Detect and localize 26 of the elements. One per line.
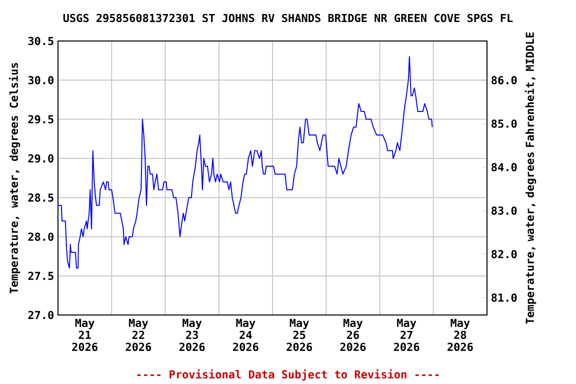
y-tick-label: 27.0: [28, 310, 54, 320]
y2-tick-label: 83.0: [492, 206, 517, 215]
y2-tick-label: 85.0: [492, 119, 517, 128]
y-tick-label: 30.0: [28, 76, 54, 84]
y2-tick-label: 86.0: [492, 76, 517, 84]
x-tick-label: May 28 2026: [448, 318, 473, 352]
x-tick-label: May 22 2026: [126, 318, 152, 352]
x-tick-label: May 23 2026: [179, 318, 205, 352]
x-tick-label: May 24 2026: [233, 318, 258, 352]
y-tick-label: 30.5: [28, 36, 54, 46]
y2-tick-label: 81.0: [492, 293, 517, 302]
x-tick-label: May 27 2026: [394, 318, 420, 352]
y-tick-label: 29.0: [28, 154, 54, 163]
x-tick-label: May 21 2026: [72, 318, 98, 352]
y-tick-label: 27.5: [28, 272, 54, 280]
text: ---- Provisional Data Subject to Revision ----: [137, 369, 439, 381]
y-axis-title: Temperature, water, degrees Celsius: [8, 63, 20, 294]
y2-tick-label: 84.0: [492, 162, 517, 172]
y-tick-label: 28.0: [28, 232, 54, 241]
y2-axis-title: Temperature, water, degrees Fahrenheit, MIDDLE: [524, 32, 536, 324]
y-tick-label: 28.5: [28, 193, 54, 202]
x-tick-label: May 26 2026: [340, 318, 366, 352]
y2-tick-label: 82.0: [492, 250, 517, 258]
chart-title: USGS 295856081372301 ST JOHNS RV SHANDS BRIDGE NR GREEN COVE SPGS FL: [63, 14, 513, 22]
x-tick-label: May 25 2026: [286, 318, 312, 352]
y-tick-label: 29.5: [28, 115, 54, 124]
